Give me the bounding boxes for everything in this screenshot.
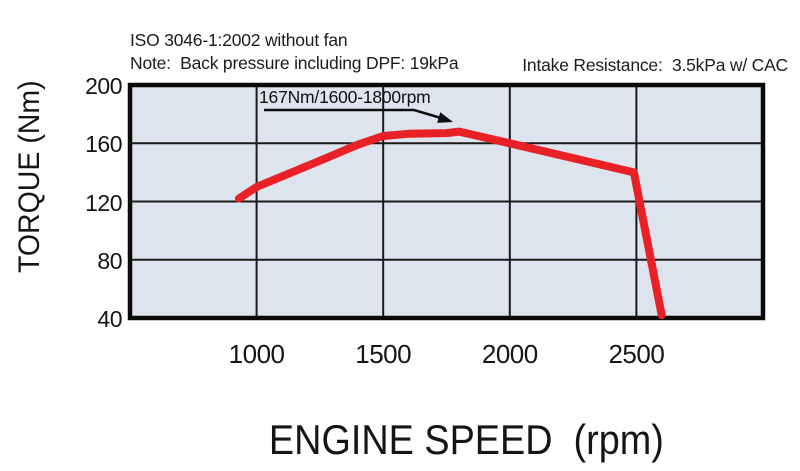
x-axis-title: ENGINE SPEED (rpm) xyxy=(150,416,783,464)
y-tick-label: 80 xyxy=(97,247,122,274)
y-tick-label: 160 xyxy=(85,131,122,158)
y-tick-label: 200 xyxy=(85,73,122,99)
annotation-arrow-line xyxy=(264,108,442,120)
back-pressure-note: Note: Back pressure including DPF: 19kPa xyxy=(130,53,459,73)
x-tick-label: 1000 xyxy=(228,339,285,369)
chart-frame xyxy=(127,82,766,321)
x-tick-label: 1500 xyxy=(355,339,412,369)
y-tick-label: 40 xyxy=(97,306,122,332)
iso-standard-note: ISO 3046-1:2002 without fan xyxy=(130,30,348,50)
y-axis-title: TORQUE (Nm) xyxy=(13,80,46,274)
intake-resistance-note: Intake Resistance: 3.5kPa w/ CAC xyxy=(522,55,788,75)
x-axis-title-text: ENGINE SPEED (rpm) xyxy=(269,416,664,463)
x-tick-label: 2500 xyxy=(608,339,665,369)
x-tick-label: 2000 xyxy=(481,339,538,369)
y-tick-label: 120 xyxy=(85,189,122,216)
annotation-arrowhead xyxy=(437,112,453,123)
torque-curve xyxy=(234,127,666,320)
curve-annotation-label: 167Nm/1600-1800rpm xyxy=(259,87,431,107)
